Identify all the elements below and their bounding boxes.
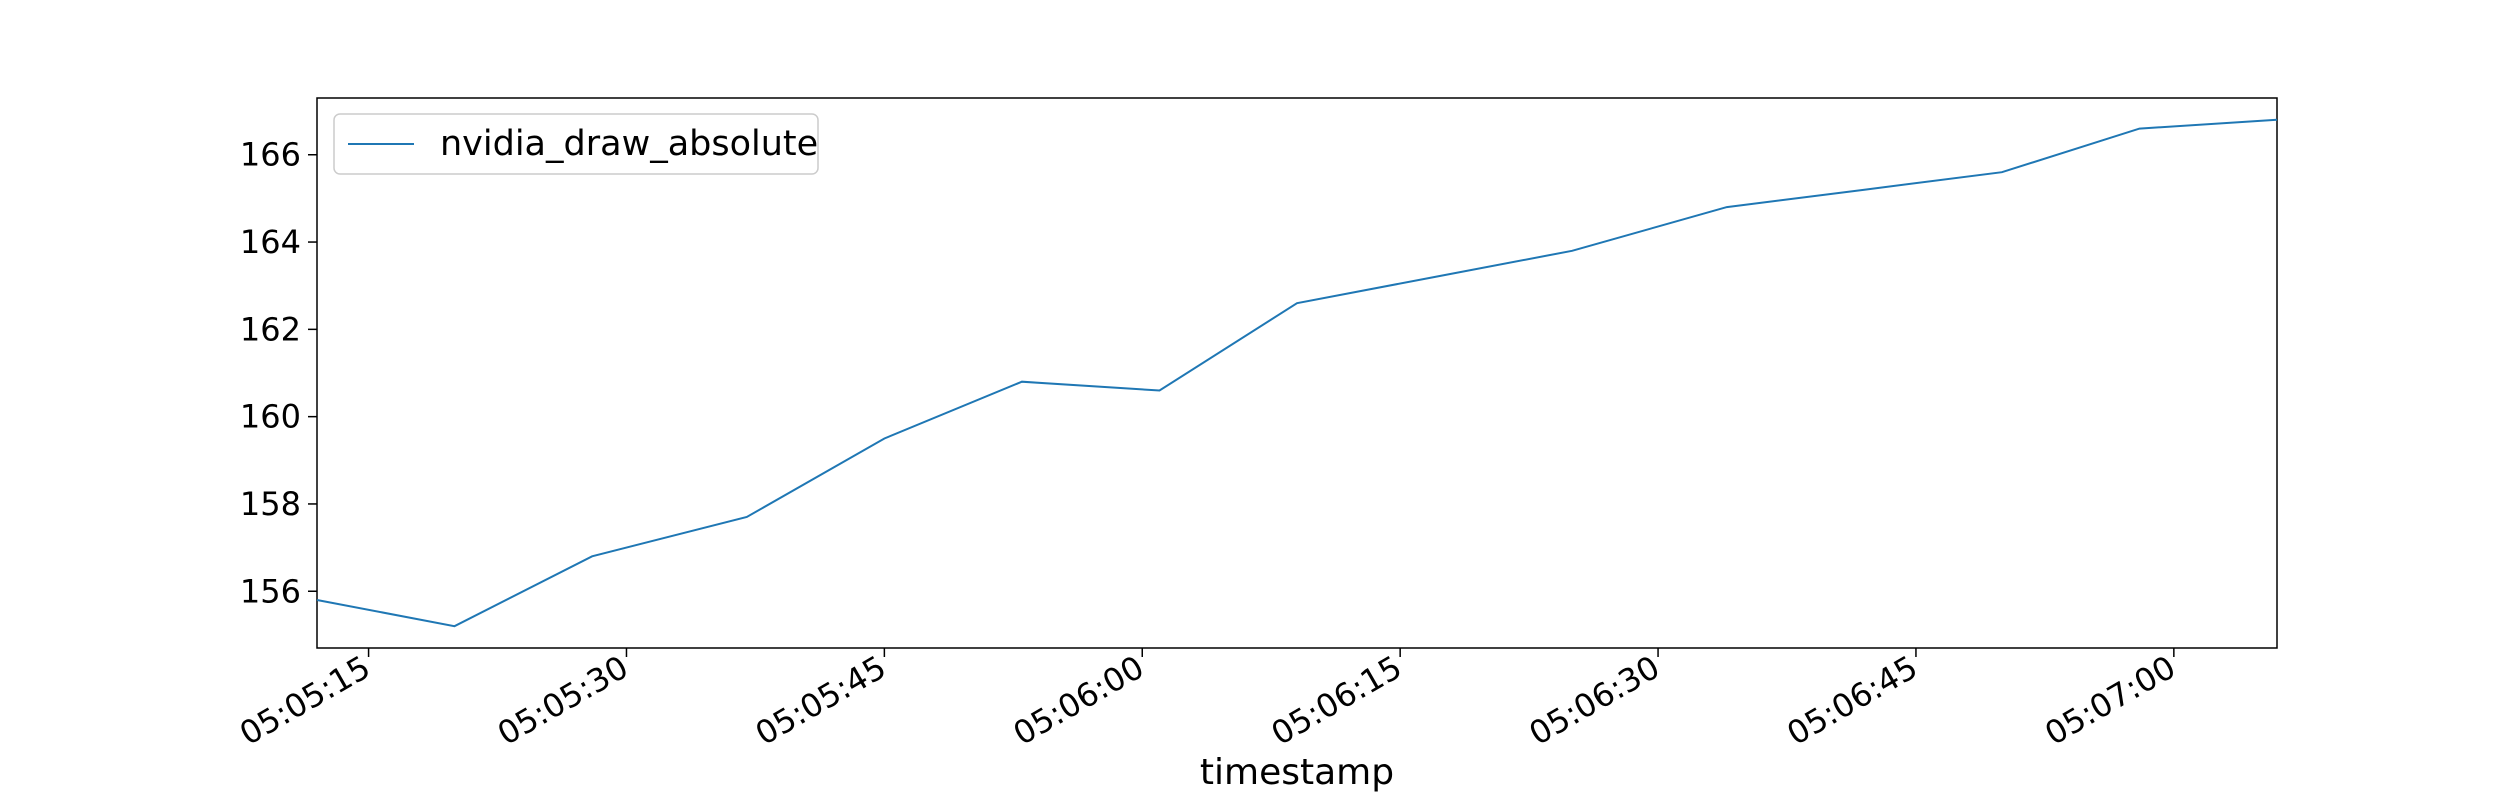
x-tick-label: 05:05:30	[491, 648, 634, 753]
series-layer	[316, 118, 2278, 628]
x-tick-label: 05:05:15	[233, 648, 376, 753]
y-tick-label: 160	[240, 398, 301, 436]
y-tick-label: 166	[240, 136, 301, 174]
y-tick-label: 164	[240, 223, 301, 261]
legend: nvidia_draw_absolute	[333, 113, 819, 175]
x-axis: 05:05:15 05:05:30 05:05:45 05:06:00 05:06:15…	[233, 648, 2182, 753]
x-tick-label: 05:06:45	[1780, 648, 1923, 753]
y-tick-label: 158	[240, 485, 301, 523]
plot-area	[316, 97, 2278, 649]
x-axis-title: timestamp	[1200, 752, 1394, 793]
y-axis: 156 158 160 162 164 166	[240, 136, 317, 610]
x-tick-label: 05:06:15	[1265, 648, 1408, 753]
y-tick-label: 156	[240, 572, 301, 610]
legend-label: nvidia_draw_absolute	[440, 124, 818, 164]
x-tick-label: 05:05:45	[749, 648, 892, 753]
x-tick-label: 05:07:00	[2038, 648, 2181, 753]
series-line	[316, 118, 2278, 628]
x-tick-label: 05:06:00	[1007, 648, 1150, 753]
y-tick-label: 162	[240, 310, 301, 348]
legend-box	[333, 113, 819, 175]
x-tick-label: 05:06:30	[1523, 648, 1666, 753]
